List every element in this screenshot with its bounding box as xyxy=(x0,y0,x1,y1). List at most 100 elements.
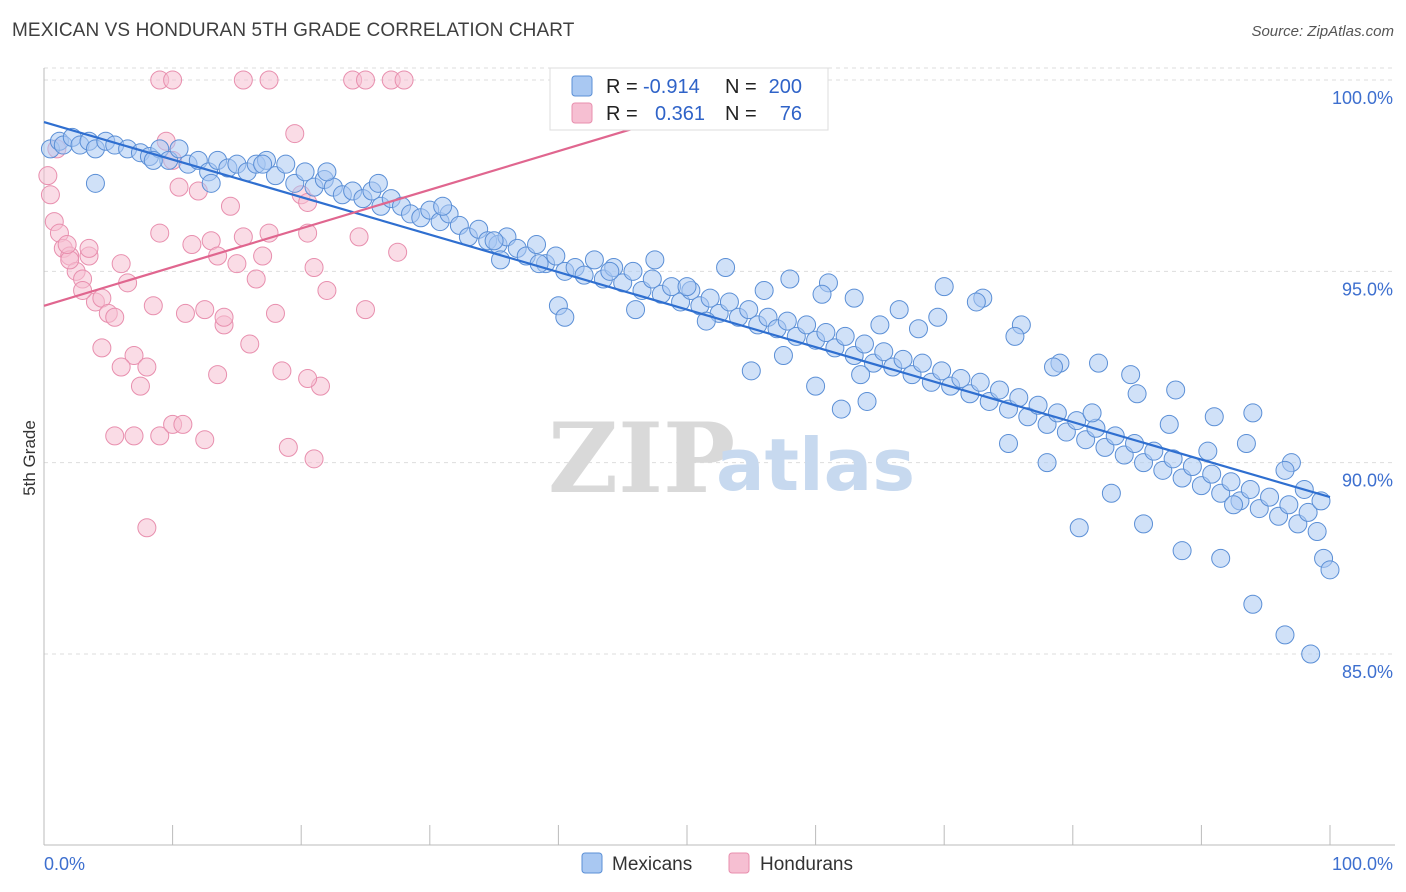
legend-n-value-hondurans: 76 xyxy=(780,103,802,125)
legend-n-value-mexicans: 200 xyxy=(769,76,802,98)
mexicans-point xyxy=(1204,407,1224,427)
mexicans-point xyxy=(1159,414,1179,434)
hondurans-point xyxy=(304,449,324,469)
mexicans-point xyxy=(1320,560,1340,580)
mexicans-point xyxy=(1105,426,1125,446)
legend-swatch-hondurans xyxy=(571,102,593,124)
mexicans-point xyxy=(719,292,739,312)
gridlines xyxy=(44,67,1395,655)
mexicans-point xyxy=(317,162,337,182)
bottom-legend-swatch-hondurans xyxy=(728,852,750,874)
hondurans-point xyxy=(265,303,285,323)
mexicans-point xyxy=(1275,625,1295,645)
hondurans-point xyxy=(105,426,125,446)
mexicans-point xyxy=(1127,384,1147,404)
mexicans-point xyxy=(835,326,855,346)
top-legend-box xyxy=(549,67,829,131)
mexicans-point xyxy=(831,399,851,419)
hondurans-point xyxy=(143,296,163,316)
mexicans-point xyxy=(966,292,986,312)
bottom-legend: Mexicans Hondurans xyxy=(581,852,853,875)
mexicans-point xyxy=(1243,594,1263,614)
mexicans-point xyxy=(893,349,913,369)
hondurans-point xyxy=(182,235,202,255)
mexicans-point xyxy=(741,361,761,381)
y-tick-label: 90.0% xyxy=(1342,471,1393,491)
top-legend: R = -0.914 N = 200 R = 0.361 N = 76 xyxy=(549,67,829,131)
mexicans-point xyxy=(1089,353,1109,373)
mexicans-point xyxy=(368,173,388,193)
mexicans-point xyxy=(1121,365,1141,385)
mexicans-point xyxy=(645,250,665,270)
mexicans-point xyxy=(1224,495,1244,515)
mexicans-point xyxy=(295,162,315,182)
hondurans-point xyxy=(124,346,144,366)
mexicans-point xyxy=(754,280,774,300)
mexicans-point xyxy=(623,261,643,281)
mexicans-point xyxy=(1202,464,1222,484)
hondurans-point xyxy=(150,223,170,243)
hondurans-point xyxy=(253,246,273,266)
source-label: Source: ZipAtlas.com xyxy=(1251,23,1394,40)
mexicans-point xyxy=(870,315,890,335)
hondurans-point xyxy=(57,235,77,255)
mexicans-point xyxy=(1240,479,1260,499)
legend-n-label-mexicans: N = xyxy=(725,76,757,98)
mexicans-point xyxy=(1101,483,1121,503)
mexicans-point xyxy=(806,376,826,396)
hondurans-point xyxy=(150,426,170,446)
legend-swatch-mexicans xyxy=(571,75,593,97)
mexicans-trend-line xyxy=(43,121,1331,499)
hondurans-point xyxy=(92,338,112,358)
y-tick-label: 95.0% xyxy=(1342,279,1393,299)
mexicans-point xyxy=(1307,522,1327,542)
hondurans-point xyxy=(214,307,234,327)
mexicans-point xyxy=(816,323,836,343)
mexicans-point xyxy=(574,265,594,285)
mexicans-point xyxy=(276,154,296,174)
mexicans-point xyxy=(1005,326,1025,346)
hondurans-point xyxy=(304,258,324,278)
mexicans-point xyxy=(1275,460,1295,480)
hondurans-point xyxy=(195,430,215,450)
mexicans-point xyxy=(700,288,720,308)
watermark-zip: ZIP xyxy=(548,402,735,515)
hondurans-point xyxy=(227,254,247,274)
mexicans-point xyxy=(928,307,948,327)
mexicans-point xyxy=(1279,495,1299,515)
mexicans-point xyxy=(934,277,954,297)
mexicans-point xyxy=(1166,380,1186,400)
mexicans-point xyxy=(85,173,105,193)
mexicans-point xyxy=(1037,453,1057,473)
mexicans-point xyxy=(253,154,273,174)
hondurans-point xyxy=(130,376,150,396)
y-tick-label: 85.0% xyxy=(1342,662,1393,682)
hondurans-point xyxy=(259,70,279,90)
mexicans-point xyxy=(201,173,221,193)
mexicans-point xyxy=(932,361,952,381)
hondurans-point xyxy=(278,437,298,457)
mexicans-point xyxy=(1260,487,1280,507)
mexicans-point xyxy=(642,269,662,289)
hondurans-point xyxy=(169,177,189,197)
hondurans-point xyxy=(220,196,240,216)
mexicans-point xyxy=(989,380,1009,400)
hondurans-point xyxy=(240,334,260,354)
mexicans-point xyxy=(797,315,817,335)
mexicans-point xyxy=(951,368,971,388)
legend-r-label-mexicans: R = xyxy=(606,76,638,98)
mexicans-point xyxy=(484,231,504,251)
hondurans-point xyxy=(356,300,375,320)
hondurans-point xyxy=(38,166,58,186)
hondurans-point xyxy=(105,307,125,327)
mexicans-point xyxy=(874,342,894,362)
hondurans-point xyxy=(137,357,157,377)
hondurans-point xyxy=(356,70,375,90)
x-tick-label-min: 0.0% xyxy=(44,854,85,874)
mexicans-point xyxy=(600,261,620,281)
mexicans-point xyxy=(1198,441,1218,461)
mexicans-point xyxy=(1082,403,1102,423)
mexicans-point xyxy=(1134,514,1154,534)
mexicans-point xyxy=(169,139,189,159)
bottom-legend-label-hondurans: Hondurans xyxy=(760,854,853,875)
